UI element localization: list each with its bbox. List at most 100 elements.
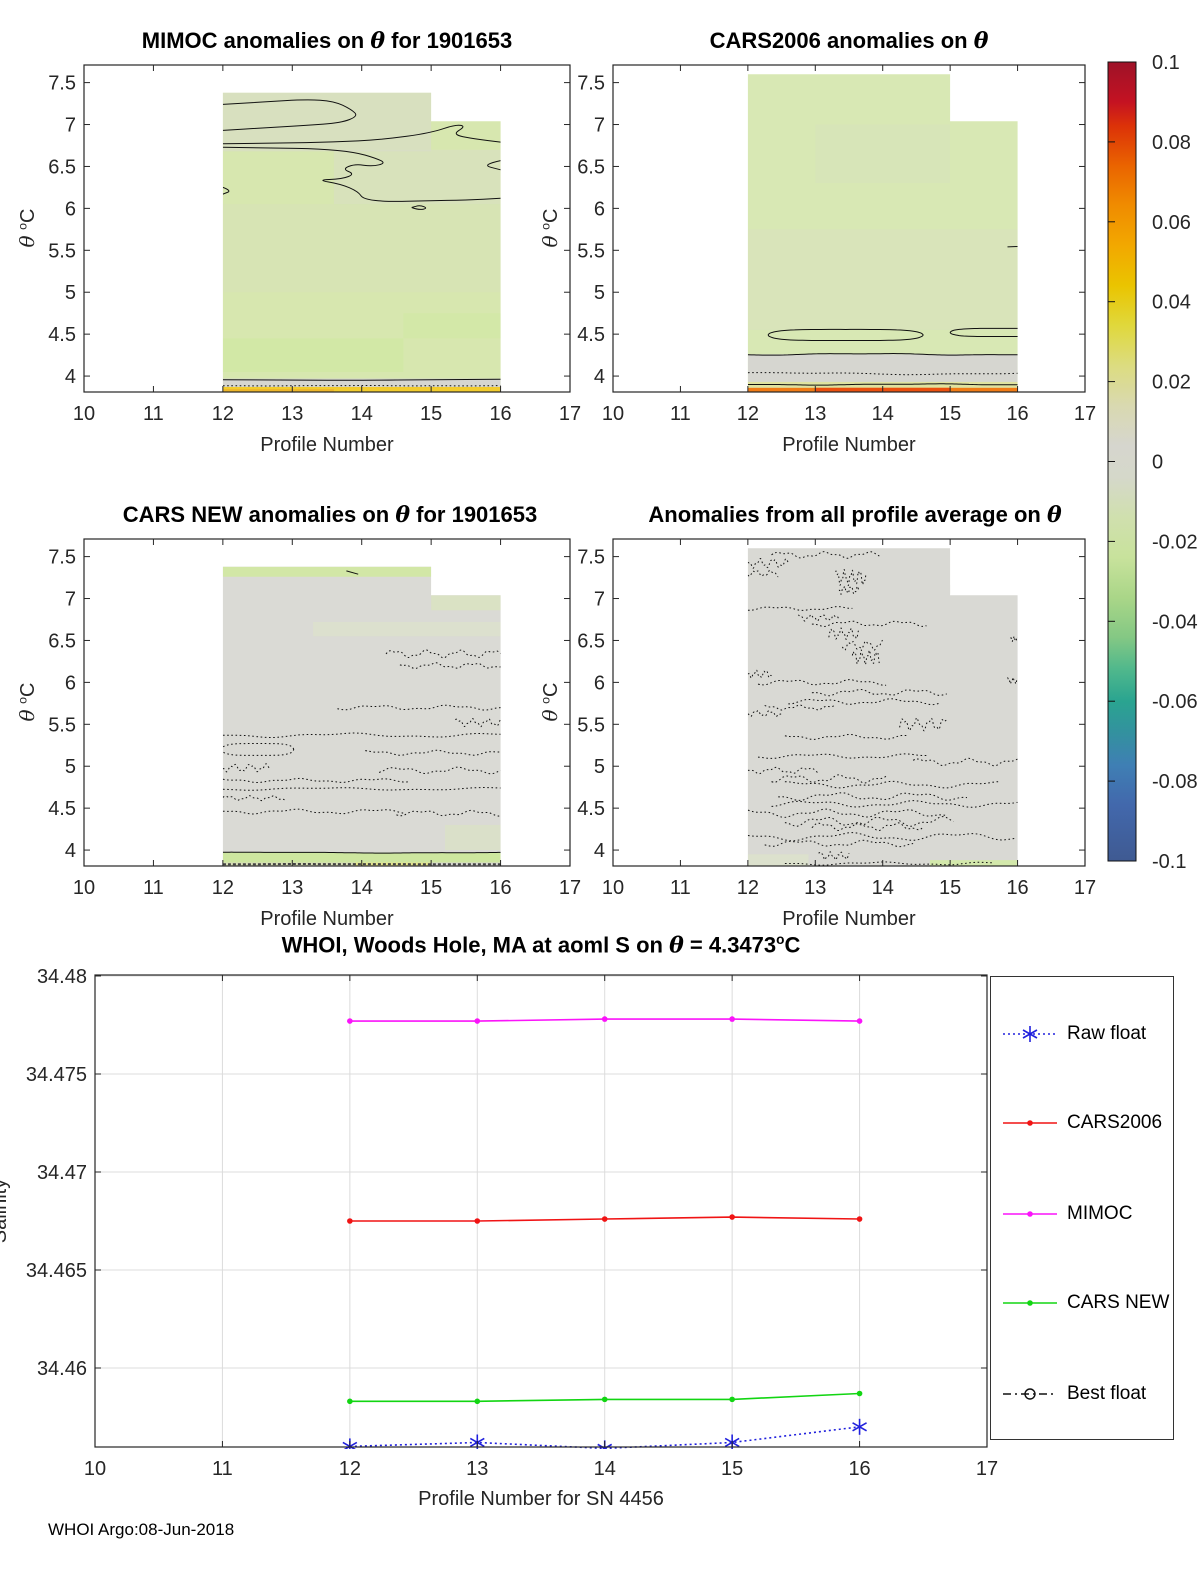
allprof-contour-line	[764, 704, 836, 711]
allprof-contour-line	[771, 774, 887, 784]
salinity-xtick-label: 16	[848, 1458, 870, 1480]
carsnew-contour-line	[222, 732, 501, 739]
legend-sample-icon	[1003, 1026, 1057, 1042]
carsnew-axes-box	[83, 538, 571, 867]
xaxis-label-carsnew: Profile Number	[260, 908, 394, 930]
allprof-contour-line	[747, 606, 853, 611]
carsnew-xtick-label: 10	[73, 877, 95, 899]
legend-sample-icon	[1003, 1300, 1057, 1306]
legend-label: Best float	[1067, 1383, 1147, 1404]
mimoc-xtick-label: 12	[212, 403, 234, 425]
mimoc-contour-line	[222, 99, 357, 131]
carsnew-ytick-label: 6.5	[48, 630, 76, 652]
cars2006-band	[747, 381, 1018, 388]
chart-title-salinity: WHOI, Woods Hole, MA at aoml S on θ = 4.…	[281, 932, 801, 959]
colorbar-tick-label: -0.08	[1152, 771, 1198, 793]
carsnew-xtick-label: 11	[143, 877, 164, 899]
cars2006-ytick-label: 7	[594, 115, 605, 137]
carsnew-xtick-label: 12	[212, 877, 234, 899]
allprof-contour-line	[747, 766, 819, 775]
allprof-contour-line	[764, 839, 914, 848]
carsnew-xtick-label: 13	[281, 877, 303, 899]
cars2006-contour-line	[747, 352, 1018, 356]
yaxis-label-carsnew: θ oC	[15, 682, 39, 722]
cars2006-xtick-label: 11	[670, 403, 691, 425]
colorbar-tick-label: 0.08	[1152, 132, 1191, 154]
mimoc-xtick-label: 16	[489, 403, 511, 425]
mimoc-ytick-label: 5	[65, 282, 76, 304]
salinity-plot	[94, 974, 988, 1449]
allprof-ytick-label: 6	[594, 672, 605, 694]
xaxis-label-salinity: Profile Number for SN 4456	[418, 1488, 664, 1510]
carsnew-xtick-label: 14	[351, 877, 373, 899]
carsnew-band	[222, 566, 432, 577]
carsnew-contour-line	[346, 570, 359, 575]
carsnew-ytick-label: 7	[65, 589, 76, 611]
cars2006-xtick-label: 17	[1074, 403, 1096, 425]
mimoc-plot	[83, 64, 571, 393]
chart-title-allprof: Anomalies from all profile average on θ	[648, 502, 1062, 528]
allprof-contour-line	[747, 569, 779, 578]
colorbar	[1107, 61, 1137, 862]
mimoc-fill-region	[222, 92, 501, 392]
carsnew-contour-line	[222, 786, 501, 791]
mimoc-contour-line	[222, 384, 501, 387]
mimoc-ytick-label: 6.5	[48, 156, 76, 178]
salinity-xtick-label: 13	[466, 1458, 488, 1480]
colorbar-tick-label: 0.1	[1152, 52, 1180, 74]
carsnew-contour-line	[222, 851, 501, 854]
legend-entry-mimoc: MIMOC	[1001, 1202, 1132, 1226]
allprof-ytick-label: 7	[594, 589, 605, 611]
legend-label: CARS2006	[1067, 1112, 1163, 1133]
allprof-contour-line	[778, 792, 968, 801]
allprof-ytick-label: 4	[594, 840, 605, 862]
legend-entry-cars-new: CARS NEW	[1001, 1291, 1169, 1315]
carsnew-ytick-label: 6	[65, 672, 76, 694]
carsnew-contour-line	[365, 749, 501, 756]
mimoc-band	[222, 389, 334, 392]
cars2006-plot	[612, 64, 1086, 393]
carsnew-plot	[83, 538, 571, 867]
mimoc-band	[333, 149, 501, 205]
yaxis-label-cars2006: θ oC	[538, 208, 562, 248]
cars2006-band	[815, 124, 951, 184]
mimoc-band	[403, 313, 501, 339]
mimoc-ytick-label: 4.5	[48, 324, 76, 346]
cars2006-ytick-label: 5	[594, 282, 605, 304]
legend-label: MIMOC	[1067, 1203, 1133, 1224]
cars2006-ytick-label: 6.5	[577, 156, 605, 178]
allprof-fill-region	[747, 548, 1018, 866]
data-point-marker	[347, 1398, 353, 1405]
footer-text: WHOI Argo:08-Jun-2018	[48, 1520, 235, 1539]
mimoc-ytick-label: 4	[65, 366, 76, 388]
mimoc-contour-line	[222, 378, 501, 381]
carsnew-contour-line	[399, 662, 501, 670]
cars2006-ytick-label: 4.5	[577, 324, 605, 346]
colorbar-tick-label: 0	[1152, 452, 1163, 474]
allprof-ytick-label: 7.5	[577, 547, 605, 569]
legend-sample-icon	[1003, 1120, 1057, 1126]
allprof-band	[929, 860, 1018, 866]
data-point-marker	[347, 1018, 353, 1024]
data-point-marker	[601, 1396, 608, 1403]
carsnew-contour-line	[222, 795, 286, 802]
mimoc-xtick-label: 10	[73, 403, 95, 425]
allprof-band	[747, 854, 809, 866]
allprof-ytick-label: 6.5	[577, 630, 605, 652]
colorbar-tick-label: -0.04	[1152, 611, 1198, 633]
mimoc-xtick-label: 15	[420, 403, 442, 425]
allprof-plot	[612, 538, 1086, 867]
mimoc-xtick-label: 13	[281, 403, 303, 425]
allprof-xtick-label: 16	[1006, 877, 1028, 899]
data-point-marker	[347, 1218, 353, 1224]
salinity-axes-box	[94, 974, 988, 1448]
allprof-xtick-label: 17	[1074, 877, 1096, 899]
data-point-marker	[856, 1216, 863, 1222]
salinity-xtick-label: 14	[594, 1458, 616, 1480]
carsnew-band	[445, 824, 501, 851]
allprof-contour-line	[747, 832, 1015, 842]
legend-label: CARS NEW	[1067, 1292, 1170, 1313]
yaxis-label-salinity: Salinity	[0, 1178, 11, 1244]
cars2006-ytick-label: 5.5	[577, 240, 605, 262]
